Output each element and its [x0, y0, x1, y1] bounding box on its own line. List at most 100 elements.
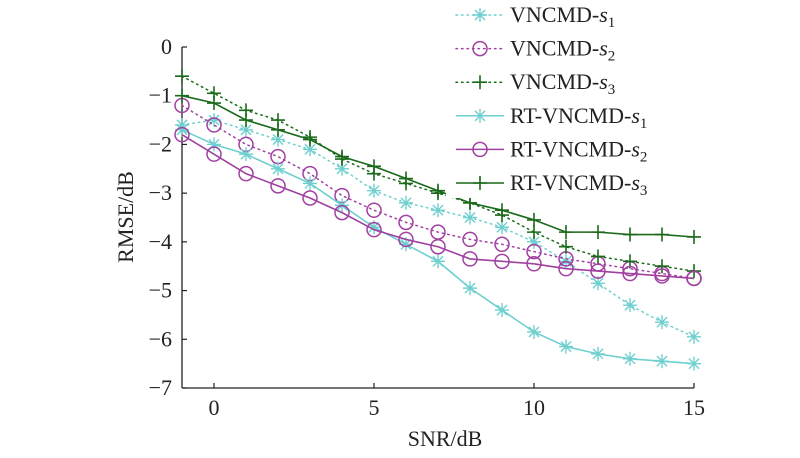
- asterisk-marker: [239, 147, 253, 162]
- asterisk-marker: [591, 346, 605, 361]
- series-line: [181, 104, 695, 280]
- y-tick-label: −3: [149, 180, 172, 205]
- x-tick-label: 0: [209, 395, 220, 420]
- series-rt-vncmd-s2: [174, 126, 702, 287]
- plus-marker: [655, 227, 669, 242]
- circle-marker: [206, 146, 222, 162]
- asterisk-marker: [559, 339, 573, 354]
- circle-marker: [558, 260, 574, 277]
- asterisk-marker: [335, 161, 349, 176]
- x-tick-label: 5: [369, 395, 380, 420]
- asterisk-marker: [463, 210, 477, 225]
- circle-marker: [622, 265, 638, 282]
- circle-marker: [334, 204, 350, 221]
- y-tick-label: −6: [149, 326, 172, 351]
- circle-marker: [238, 165, 254, 182]
- legend: VNCMD-s1 VNCMD-s2 VNCMD-s3 RT-VNCMD-s1 RT-VN…: [446, 0, 704, 199]
- asterisk-marker: [473, 108, 487, 123]
- plus-marker: [335, 149, 349, 164]
- asterisk-marker: [495, 220, 509, 235]
- asterisk-marker: [399, 195, 413, 210]
- circle-marker: [462, 231, 478, 248]
- legend-label: VNCMD-s1: [510, 2, 615, 31]
- plus-marker: [175, 88, 189, 103]
- circle-marker: [526, 256, 542, 272]
- asterisk-marker: [367, 220, 381, 235]
- circle-marker: [398, 214, 414, 231]
- axes: 0 5 10 15 0 −1 −2 −3 −4 −5 −6 −7: [149, 34, 705, 420]
- plus-marker: [399, 171, 413, 186]
- asterisk-marker: [591, 276, 605, 291]
- circle-marker: [686, 270, 702, 287]
- circle-marker: [430, 238, 446, 255]
- series-line: [181, 75, 695, 272]
- asterisk-marker: [431, 203, 445, 218]
- plus-marker: [559, 239, 573, 254]
- asterisk-marker: [463, 281, 477, 296]
- plus-marker: [591, 249, 605, 264]
- asterisk-marker: [271, 132, 285, 147]
- circle-marker: [270, 148, 286, 165]
- asterisk-marker: [175, 122, 189, 137]
- asterisk-marker: [207, 137, 221, 152]
- asterisk-marker: [623, 351, 637, 366]
- circle-marker: [494, 253, 510, 270]
- plus-marker: [655, 259, 669, 274]
- plus-marker: [367, 159, 381, 174]
- plus-marker: [239, 113, 253, 128]
- x-tick-label: 10: [523, 395, 545, 420]
- plus-marker: [559, 225, 573, 240]
- asterisk-marker: [399, 237, 413, 252]
- legend-label: RT-VNCMD-s2: [510, 136, 647, 165]
- circle-marker: [174, 126, 190, 143]
- circle-marker: [494, 236, 510, 253]
- legend-label: RT-VNCMD-s1: [510, 103, 647, 132]
- asterisk-marker: [271, 161, 285, 176]
- plus-marker: [175, 69, 189, 84]
- plus-marker: [207, 96, 221, 111]
- legend-label: RT-VNCMD-s3: [510, 170, 647, 199]
- plus-marker: [473, 176, 487, 190]
- circle-marker: [472, 40, 488, 57]
- asterisk-marker: [655, 315, 669, 330]
- asterisk-marker: [207, 113, 221, 128]
- asterisk-marker: [367, 183, 381, 198]
- asterisk-marker: [687, 356, 701, 371]
- circle-marker: [366, 202, 382, 218]
- y-axis-label: RMSE/dB: [113, 171, 138, 263]
- circle-marker: [302, 190, 318, 206]
- y-tick-label: −1: [149, 83, 172, 108]
- plus-marker: [431, 183, 445, 198]
- circle-marker: [526, 243, 542, 260]
- circle-marker: [654, 268, 670, 284]
- y-tick-label: −5: [149, 278, 172, 303]
- plus-marker: [495, 203, 509, 218]
- asterisk-marker: [527, 324, 541, 339]
- series-group: [174, 69, 702, 371]
- circle-marker: [590, 263, 606, 279]
- asterisk-marker: [473, 8, 487, 22]
- asterisk-marker: [655, 354, 669, 369]
- plus-marker: [473, 75, 487, 90]
- plus-marker: [527, 212, 541, 227]
- series-line: [181, 134, 695, 280]
- circle-marker: [472, 141, 488, 158]
- circle-marker: [398, 231, 414, 248]
- asterisk-marker: [687, 329, 701, 344]
- x-tick-label: 15: [683, 395, 705, 420]
- series-rt-vncmd-s3: [175, 88, 701, 244]
- circle-marker: [206, 117, 222, 133]
- plus-marker: [271, 122, 285, 137]
- y-tick-label: −7: [149, 375, 172, 400]
- legend-box: [446, 0, 704, 198]
- asterisk-marker: [495, 303, 509, 318]
- plus-marker: [527, 225, 541, 240]
- legend-label: VNCMD-s3: [510, 69, 615, 98]
- plus-marker: [303, 132, 317, 147]
- asterisk-marker: [527, 234, 541, 249]
- asterisk-marker: [239, 122, 253, 137]
- plus-marker: [687, 229, 701, 244]
- y-tick-label: −4: [149, 229, 172, 254]
- asterisk-marker: [431, 254, 445, 269]
